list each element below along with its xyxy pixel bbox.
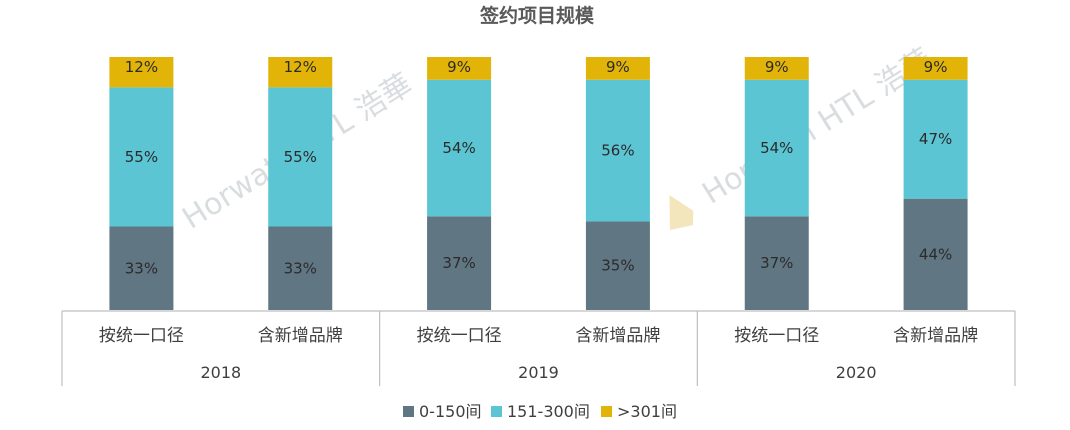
category-label: 按统一口径 (734, 326, 819, 346)
bar-segment (744, 57, 809, 80)
watermark-text: Horwath HTL 浩華 (696, 42, 938, 211)
bar-segment (744, 216, 809, 310)
data-label: 54% (442, 139, 475, 157)
bar-segment (903, 198, 968, 310)
data-label: 54% (760, 139, 793, 157)
data-label: 9% (924, 58, 948, 76)
bar-segment (585, 221, 650, 310)
bars-layer: 33% 55% 12% 33% 55% 12% 37% 54% 9% 35% 56% 9% 37% 54%… (109, 57, 968, 310)
data-label: 12% (284, 58, 317, 76)
bar-segment (903, 57, 968, 80)
data-label: 33% (125, 259, 158, 277)
data-label: 12% (125, 58, 158, 76)
category-label: 含新增品牌 (893, 326, 978, 346)
category-axis: 按统一口径 含新增品牌 按统一口径 含新增品牌 按统一口径 含新增品牌 2018 2019 20… (61, 310, 1016, 386)
data-label: 9% (765, 58, 789, 76)
legend-label: 0-150间 (419, 402, 482, 421)
bar-segment (585, 57, 650, 80)
data-label: 9% (447, 58, 471, 76)
data-label: 37% (442, 254, 475, 272)
bar-segment (109, 87, 174, 227)
chart-title: 签约项目规模 (479, 4, 595, 27)
legend-swatch (403, 406, 414, 417)
bar-segment (585, 79, 650, 222)
bar-segment (268, 57, 333, 88)
category-label: 含新增品牌 (575, 326, 660, 346)
data-label: 56% (601, 142, 634, 160)
year-label: 2020 (836, 363, 877, 382)
data-label: 9% (606, 58, 630, 76)
data-label: 55% (125, 148, 158, 166)
legend-label: >301间 (617, 402, 677, 421)
legend-swatch (491, 406, 502, 417)
bar-segment (268, 226, 333, 310)
legend-swatch (601, 406, 612, 417)
bar-segment (109, 57, 174, 88)
legend-label: 151-300间 (507, 402, 590, 421)
data-label: 33% (284, 259, 317, 277)
bar-segment (427, 216, 492, 310)
bar-segment (109, 226, 174, 310)
bar-segment (744, 79, 809, 217)
data-label: 47% (919, 130, 952, 148)
data-label: 37% (760, 254, 793, 272)
category-label: 按统一口径 (99, 326, 184, 346)
watermark-logo-icon (669, 195, 694, 230)
bar-segment (268, 87, 333, 227)
bar-segment (427, 57, 492, 80)
category-label: 含新增品牌 (258, 326, 343, 346)
data-label: 44% (919, 245, 952, 263)
data-label: 55% (284, 148, 317, 166)
year-label: 2018 (200, 363, 241, 382)
data-label: 35% (601, 257, 634, 275)
bar-segment (903, 79, 968, 199)
bar-segment (427, 79, 492, 217)
year-label: 2019 (518, 363, 559, 382)
legend: 0-150间 151-300间 >301间 (403, 402, 677, 421)
category-label: 按统一口径 (417, 326, 502, 346)
